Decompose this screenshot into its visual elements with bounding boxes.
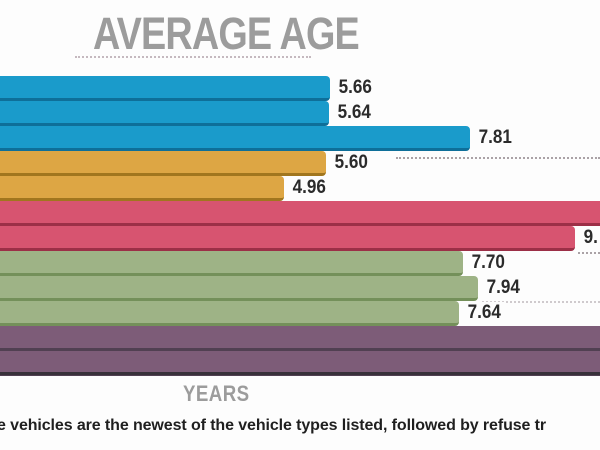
dotted-line-top bbox=[75, 56, 311, 58]
chart-title: AVERAGE AGE bbox=[93, 8, 360, 59]
bar-value-label: 5.66 bbox=[334, 77, 376, 99]
bar-10-green bbox=[0, 301, 459, 326]
bar-4-orange bbox=[0, 151, 326, 176]
bar-value-label: 7.94 bbox=[483, 277, 524, 299]
bar-5-orange bbox=[0, 176, 285, 201]
x-axis-line bbox=[0, 372, 600, 375]
bar-6-pink bbox=[0, 201, 600, 226]
bar-1-blue bbox=[0, 76, 330, 101]
bar-value-label: 9. bbox=[580, 227, 600, 249]
dotted-line-after-blue-group bbox=[396, 157, 600, 159]
footnote-text: e vehicles are the newest of the vehicle… bbox=[0, 417, 547, 434]
bar-value-label: 4.96 bbox=[289, 177, 330, 199]
bar-value-label: 7.70 bbox=[467, 252, 509, 274]
bar-2-blue bbox=[0, 101, 329, 126]
bar-value-label: 7.64 bbox=[463, 302, 505, 324]
bar-value-label: 7.81 bbox=[474, 127, 516, 149]
dotted-line-after-pink-group bbox=[578, 252, 600, 254]
bar-7-pink bbox=[0, 226, 576, 251]
bar-11-purple bbox=[0, 326, 600, 351]
x-axis-label: YEARS bbox=[183, 381, 250, 406]
bar-3-blue bbox=[0, 126, 470, 151]
bar-8-green bbox=[0, 251, 463, 276]
dotted-line-after-green-bar bbox=[482, 301, 600, 303]
bar-value-label: 5.64 bbox=[333, 102, 375, 124]
bar-9-green bbox=[0, 276, 479, 301]
bar-value-label: 5.60 bbox=[330, 152, 372, 174]
